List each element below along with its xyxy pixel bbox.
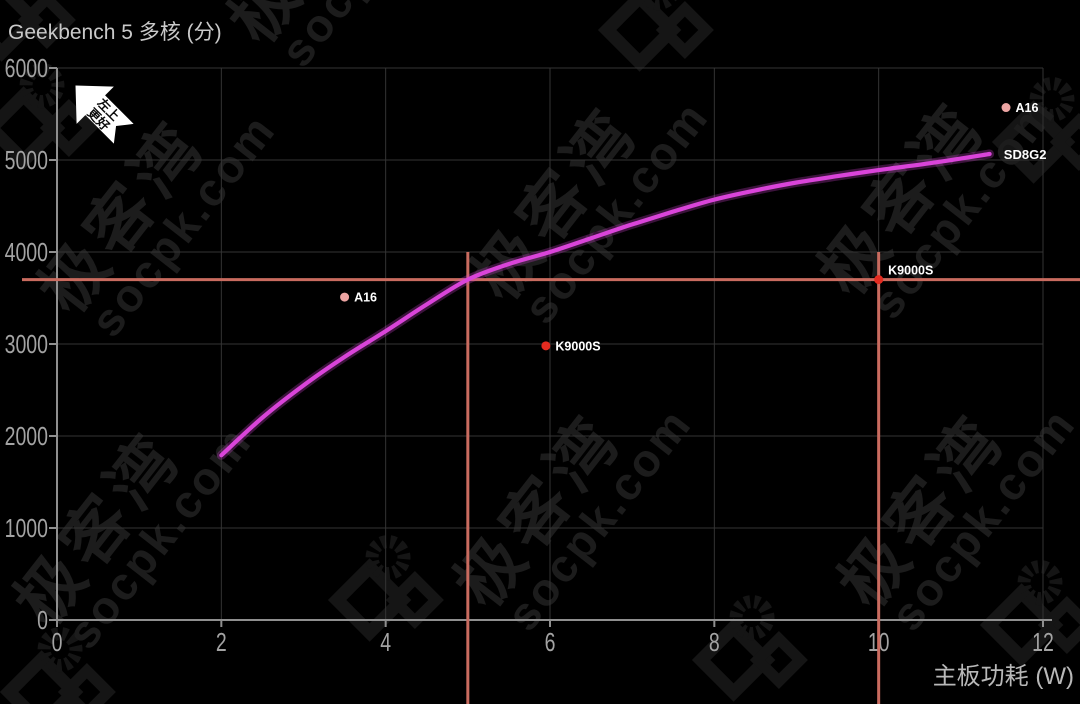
watermark-logo-icon xyxy=(691,595,808,702)
y-tick-label: 1000 xyxy=(5,513,48,542)
chart-title: Geekbench 5 多核 (分) xyxy=(8,21,222,44)
sd8g2-curve xyxy=(219,151,992,458)
point-label-layer: SD8G2 A16 A16 K9000S K9000S xyxy=(354,101,1046,353)
data-point-a16 xyxy=(1001,103,1011,113)
sd8g2-curve-label: SD8G2 xyxy=(1004,147,1047,162)
point-label-k9000s: K9000S xyxy=(888,264,933,278)
x-tick-label: 0 xyxy=(52,627,63,656)
data-point-k9000s xyxy=(541,341,551,351)
y-tick-label: 3000 xyxy=(5,329,48,358)
y-tick-label: 2000 xyxy=(5,421,48,450)
x-tick-label: 8 xyxy=(709,627,720,656)
x-axis-title: 主板功耗 (W) xyxy=(933,663,1074,690)
watermark-logo-icon xyxy=(597,0,714,72)
y-tick-label: 4000 xyxy=(5,237,48,266)
y-tick-label: 5000 xyxy=(5,145,48,174)
point-label-a16: A16 xyxy=(1016,101,1039,115)
data-point-k9000s xyxy=(874,275,884,285)
y-tick-label: 6000 xyxy=(5,53,48,82)
curve-layer xyxy=(216,149,995,460)
axis-layer: 0246810120100020003000400050006000 xyxy=(5,53,1054,656)
watermark-logo-icon xyxy=(991,77,1080,184)
x-tick-label: 2 xyxy=(216,627,227,656)
point-label-a16: A16 xyxy=(354,291,377,305)
watermark-logo-icon xyxy=(979,560,1080,667)
watermark-logo-icon xyxy=(0,627,116,704)
y-tick-label: 0 xyxy=(37,605,48,634)
data-point-a16 xyxy=(340,292,350,302)
crosshair-layer xyxy=(22,252,1080,704)
x-tick-label: 4 xyxy=(380,627,391,656)
point-layer xyxy=(340,103,1011,351)
better-direction-badge: 左上 更好 xyxy=(75,85,134,144)
x-tick-label: 6 xyxy=(545,627,556,656)
svg-text:socpk.com: socpk.com xyxy=(270,0,476,76)
x-tick-label: 12 xyxy=(1032,627,1054,656)
point-label-k9000s: K9000S xyxy=(555,339,600,353)
watermark-logo-icon xyxy=(0,0,76,62)
up-left-arrow-icon xyxy=(75,85,134,144)
